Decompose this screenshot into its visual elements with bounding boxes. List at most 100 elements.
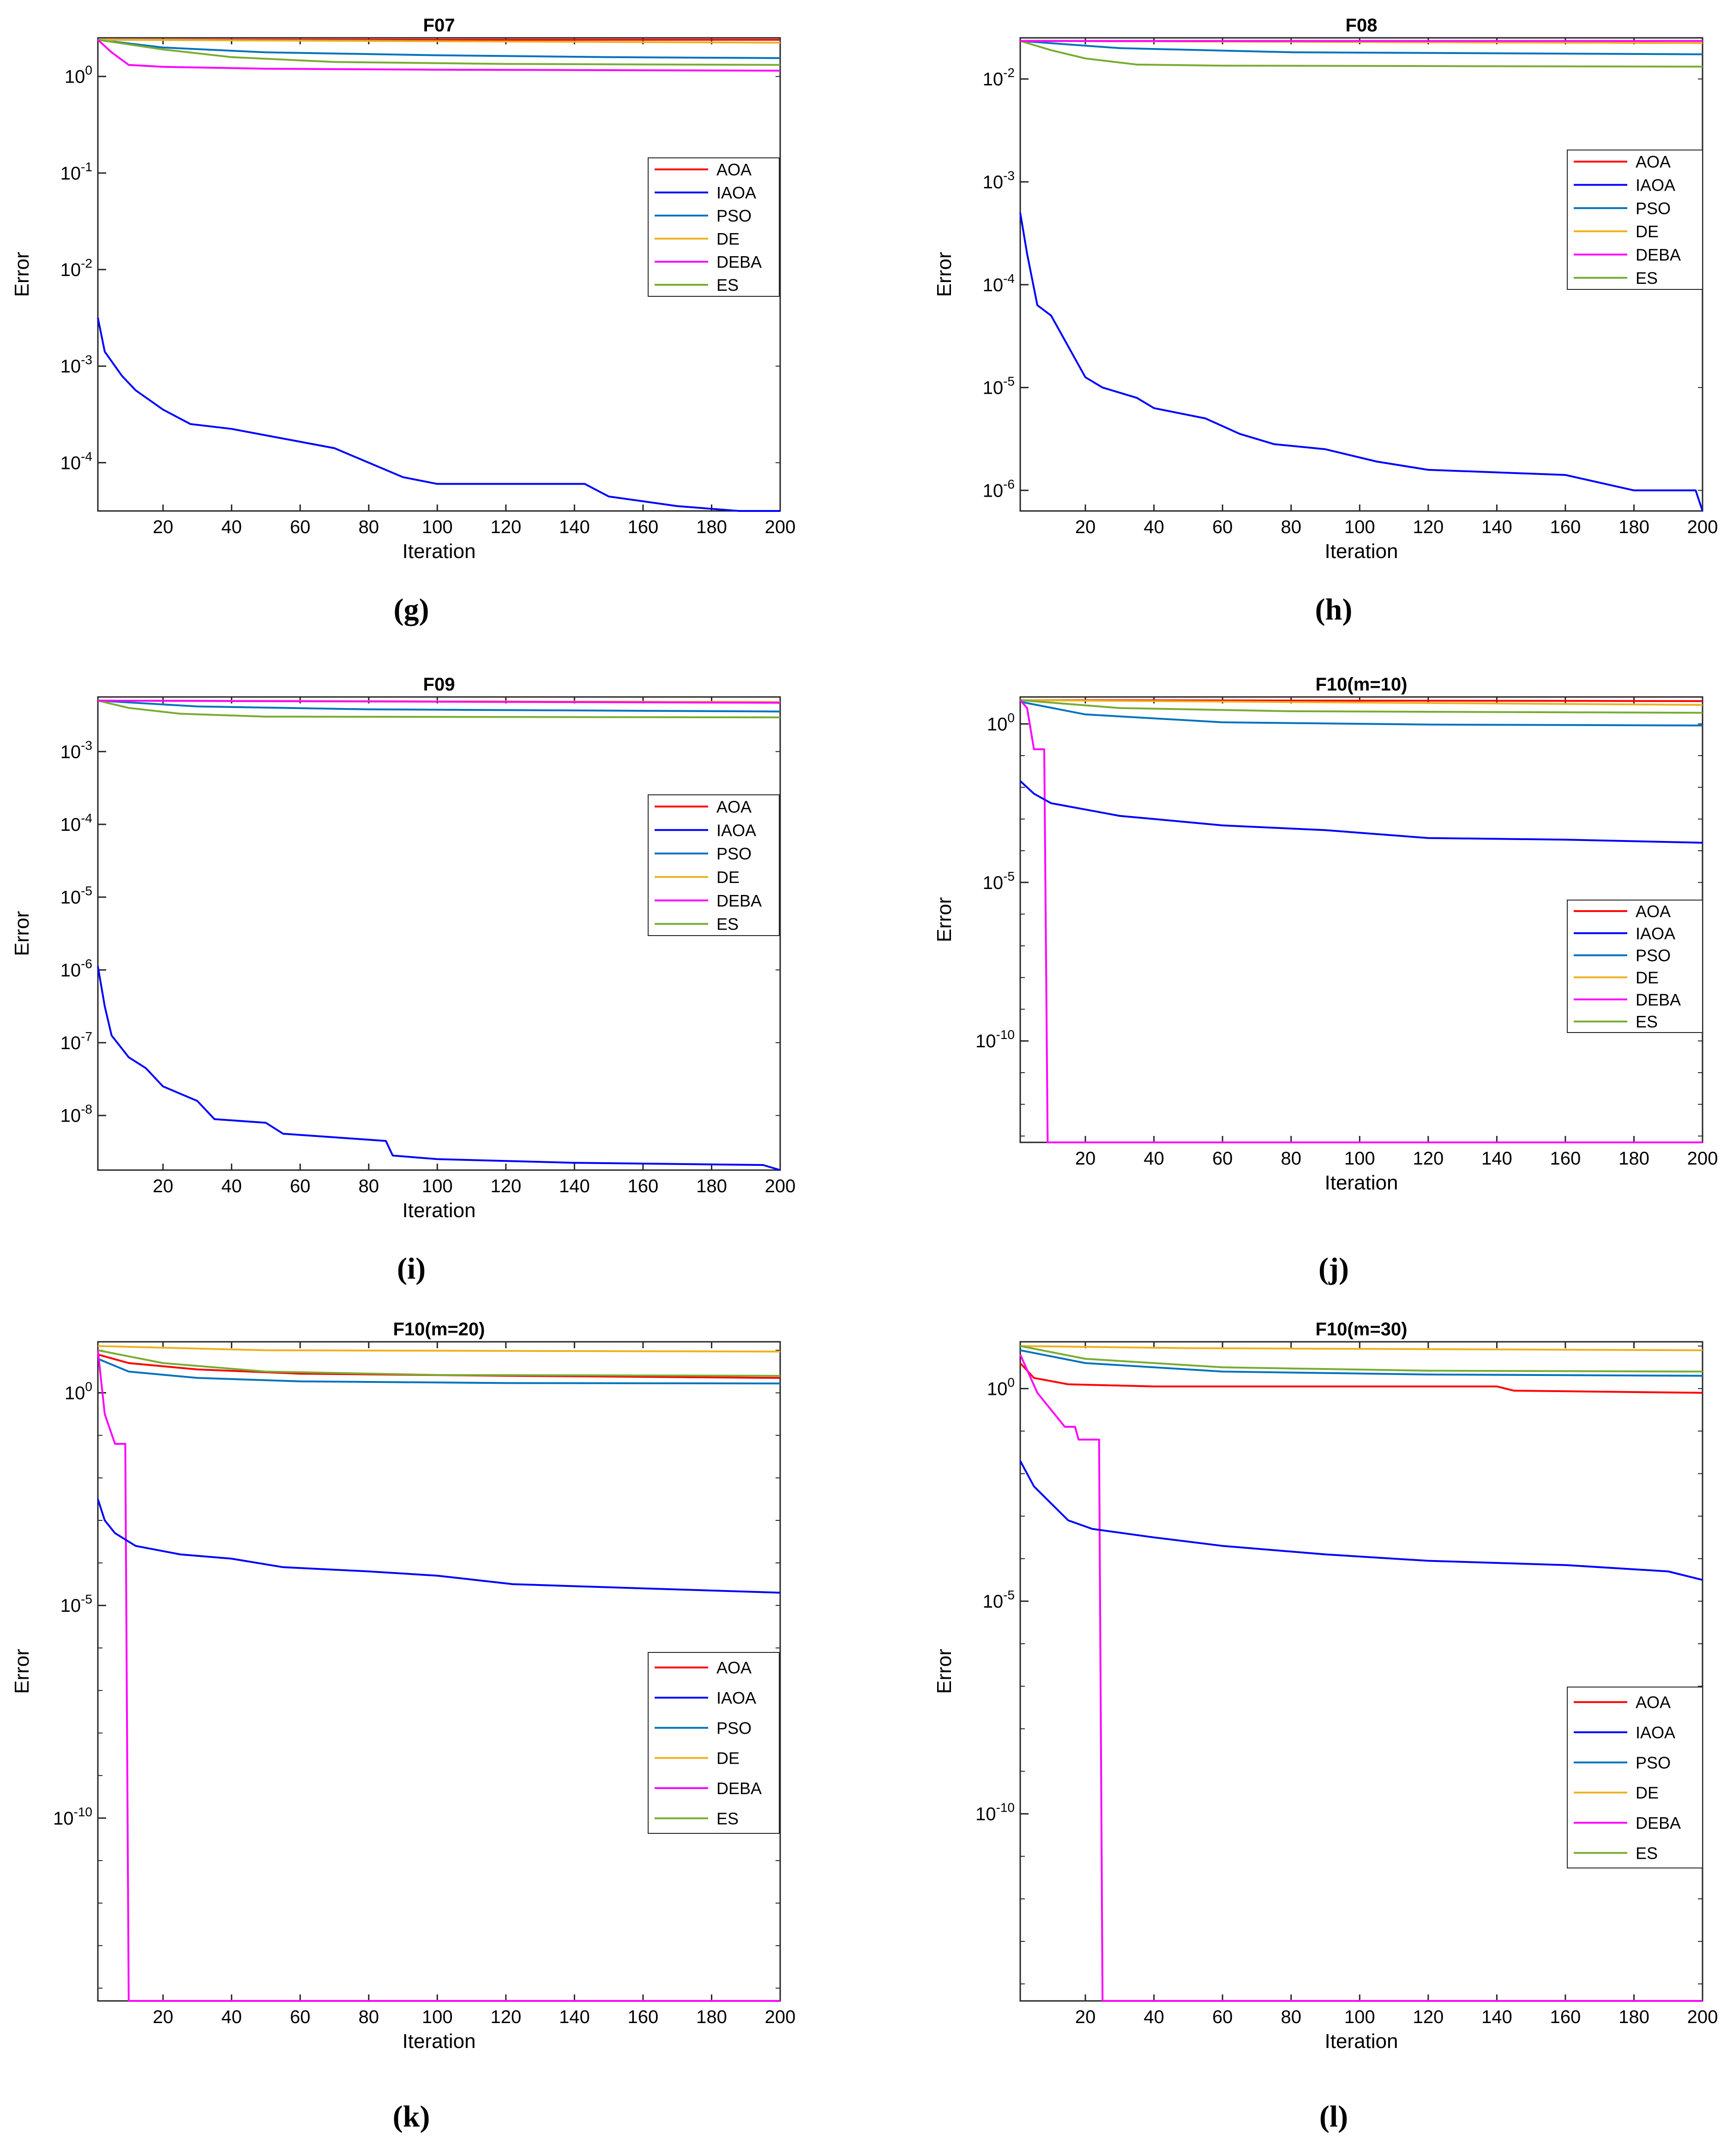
y-tick-label: 100 <box>987 1375 1015 1399</box>
chart-panel-1: F07 20 40 60 80 100 120 140 160 180 200 100 10-1 10-2… <box>11 15 795 626</box>
x-tick-label: 40 <box>1143 517 1164 537</box>
panel-label: (k) <box>393 2100 430 2133</box>
y-tick-label: 10-6 <box>983 477 1015 501</box>
y-axis-label: Error <box>11 911 33 956</box>
x-tick-label: 60 <box>1212 2007 1233 2027</box>
x-tick-label: 120 <box>490 2007 521 2027</box>
x-tick-label: 100 <box>422 517 453 537</box>
x-tick-label: 120 <box>1413 1148 1444 1169</box>
legend-label: DE <box>716 1749 740 1768</box>
x-tick-label: 140 <box>1481 517 1512 537</box>
y-axis-label: Error <box>933 1649 956 1694</box>
x-tick-label: 180 <box>1619 2007 1649 2027</box>
legend-label: DE <box>1636 222 1659 241</box>
panel-label: (j) <box>1318 1252 1349 1285</box>
legend-label: AOA <box>1636 152 1671 171</box>
x-tick-label: 100 <box>1344 2007 1375 2027</box>
series-line-es <box>97 1349 781 1377</box>
x-tick-label: 160 <box>628 517 659 537</box>
x-tick-label: 140 <box>559 517 590 537</box>
legend-box <box>1567 150 1703 290</box>
x-tick-label: 80 <box>358 517 379 537</box>
legend-label: AOA <box>1636 902 1671 921</box>
x-tick-label: 200 <box>765 517 796 537</box>
x-tick-label: 160 <box>628 2007 659 2027</box>
x-tick-label: 200 <box>1687 517 1718 537</box>
legend-label: DEBA <box>716 891 762 910</box>
legend-label: ES <box>716 276 739 294</box>
x-axis-label: Iteration <box>403 2030 476 2053</box>
legend-label: DEBA <box>1636 246 1681 264</box>
y-tick-label: 10-2 <box>983 66 1015 90</box>
legend-label: DE <box>1636 968 1659 987</box>
x-tick-label: 140 <box>1481 1148 1512 1169</box>
x-tick-label: 40 <box>221 1176 242 1196</box>
series-line-de <box>97 39 781 44</box>
x-tick-label: 100 <box>1344 517 1375 537</box>
chart-panel-4: F10(m=10) 20 40 60 80 100 120 140 160 180 200 100 10… <box>933 674 1718 1285</box>
series-line-es <box>1020 40 1703 68</box>
chart-title: F10(m=20) <box>393 1319 485 1339</box>
legend-label: PSO <box>716 206 752 225</box>
chart-title: F10(m=10) <box>1316 674 1408 695</box>
y-tick-label: 10-5 <box>983 374 1015 398</box>
x-tick-label: 80 <box>1281 517 1301 537</box>
x-tick-label: 60 <box>1212 1148 1233 1169</box>
series-line-de <box>97 1345 781 1353</box>
x-tick-label: 20 <box>1075 2007 1096 2027</box>
legend-label: ES <box>1636 269 1658 288</box>
x-tick-label: 40 <box>221 2007 242 2027</box>
y-tick-label: 10-4 <box>60 449 92 473</box>
series-line-de <box>1020 1345 1703 1351</box>
x-tick-label: 180 <box>1619 1148 1649 1169</box>
x-tick-label: 20 <box>1075 517 1096 537</box>
x-tick-label: 80 <box>358 2007 379 2027</box>
x-tick-label: 100 <box>1344 1148 1375 1169</box>
series-line-deba <box>97 1350 780 2002</box>
series-line-deba <box>97 699 781 704</box>
legend-label: IAOA <box>1636 924 1675 943</box>
x-axis-label: Iteration <box>403 1199 476 1222</box>
y-tick-label: 10-4 <box>983 271 1015 295</box>
series-line-es <box>1020 699 1703 714</box>
legend-box <box>648 157 780 297</box>
plot-area <box>1019 1341 1703 2002</box>
legend-label: ES <box>716 915 739 934</box>
x-tick-label: 100 <box>422 2007 453 2027</box>
x-tick-label: 160 <box>628 1176 659 1196</box>
y-axis-label: Error <box>933 897 956 943</box>
y-tick-label: 10-8 <box>60 1102 92 1126</box>
legend-label: PSO <box>1636 946 1671 965</box>
legend-label: PSO <box>1636 199 1671 218</box>
x-axis-label: Iteration <box>403 540 476 563</box>
legend-label: AOA <box>1636 1693 1671 1712</box>
legend-label: DE <box>1636 1784 1659 1802</box>
chart-panel-2: F08 20 40 60 80 100 120 140 160 180 200 10-2 10-3 10-… <box>933 15 1718 626</box>
x-tick-label: 140 <box>1481 2007 1512 2027</box>
y-tick-label: 10-10 <box>975 1027 1015 1051</box>
y-tick-label: 10-7 <box>60 1029 92 1053</box>
chart-title: F09 <box>423 674 455 695</box>
legend-label: PSO <box>716 1718 752 1737</box>
x-tick-label: 180 <box>696 2007 727 2027</box>
chart-title: F10(m=30) <box>1316 1319 1408 1339</box>
legend-label: PSO <box>716 844 752 863</box>
chart-panel-5: F10(m=20) 20 40 60 80 100 120 140 160 180 200 100 10… <box>11 1319 795 2133</box>
x-tick-label: 200 <box>1687 1148 1718 1169</box>
series-line-deba <box>1019 699 1703 1143</box>
x-tick-label: 60 <box>290 1176 311 1196</box>
legend-label: ES <box>1636 1012 1658 1031</box>
y-tick-label: 10-3 <box>60 738 92 762</box>
chart-title: F07 <box>423 15 455 36</box>
x-tick-label: 140 <box>559 1176 590 1196</box>
x-tick-label: 80 <box>1281 1148 1301 1169</box>
panel-label: (g) <box>394 593 429 626</box>
chart-panel-3: F09 20 40 60 80 100 120 140 160 180 200 10-3 10-4 10-… <box>11 674 795 1285</box>
legend-label: DEBA <box>716 1779 762 1798</box>
x-tick-label: 60 <box>290 2007 311 2027</box>
x-tick-label: 40 <box>1143 2007 1164 2027</box>
series-line-es <box>97 699 781 719</box>
x-tick-label: 160 <box>1550 517 1581 537</box>
series-line-es <box>97 39 781 66</box>
